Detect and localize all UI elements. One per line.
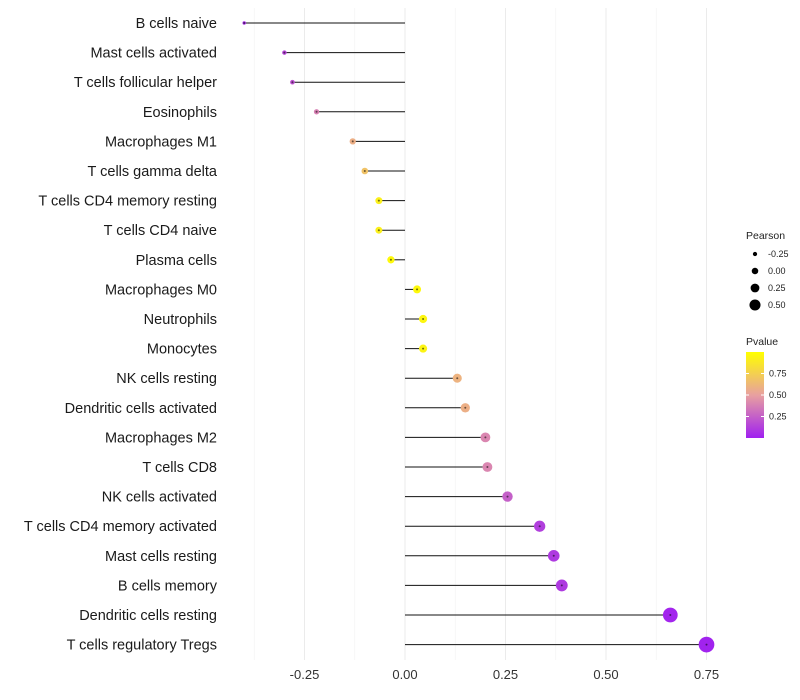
category-label: Plasma cells [136,253,217,269]
category-label: NK cells resting [116,371,217,387]
colorbar-label: 0.25 [769,412,787,422]
category-label: NK cells activated [102,490,217,506]
category-label: Macrophages M2 [105,430,217,446]
x-axis-tick-labels: -0.25 0.00 0.25 0.50 0.75 [290,667,719,682]
category-label: T cells CD4 memory activated [24,519,217,535]
category-label: T cells gamma delta [88,164,218,180]
size-legend-key [751,267,759,275]
lollipop-point-center [377,199,380,202]
pvalue-color-legend: Pvalue 0.25 0.50 0.75 [746,336,787,438]
category-label: T cells regulatory Tregs [67,638,217,654]
category-label: B cells memory [118,578,218,594]
lollipop-point-center [315,110,318,113]
lollipop-point-center [560,584,563,587]
category-label: T cells CD8 [142,460,217,476]
grid-lines [253,8,707,660]
lollipop-point-center [552,554,555,557]
size-legend-label: 0.25 [768,283,786,293]
lollipop-point-center [377,229,380,232]
lollipop-point-center [456,377,459,380]
category-label: Macrophages M1 [105,134,217,150]
lollipop-point-center [351,140,354,143]
lollipop-point-center [283,51,286,54]
category-label: Mast cells activated [90,46,217,62]
x-tick-label: -0.25 [290,667,320,682]
x-tick-label: 0.50 [593,667,618,682]
lollipop-point-center [389,258,392,261]
lollipop-point-center [705,643,708,646]
size-legend-label: -0.25 [768,249,789,259]
category-label: T cells follicular helper [74,75,217,91]
lollipop-point-center [422,347,425,350]
category-label: Macrophages M0 [105,282,217,298]
category-label: Monocytes [147,342,217,358]
category-label: T cells CD4 naive [104,223,217,239]
lollipop-point-center [363,170,366,172]
pearson-legend-title: Pearson [746,230,785,242]
category-label: Eosinophils [143,105,217,121]
colorbar-label: 0.75 [769,369,787,379]
x-tick-label: 0.00 [392,667,417,682]
lollipop-point-center [669,614,672,616]
size-legend-key [749,299,761,311]
lollipop-point-center [243,22,246,24]
size-legend-key [750,283,760,293]
lollipop-point-center [422,318,425,320]
lollipop-stems [244,22,707,646]
category-label: B cells naive [136,16,217,32]
lollipop-point-center [291,81,294,84]
category-label: Dendritic cells activated [65,401,217,417]
category-label: T cells CD4 memory resting [38,194,217,210]
category-label: Neutrophils [144,312,217,328]
lollipop-point-center [506,495,509,498]
x-tick-label: 0.75 [694,667,719,682]
x-tick-label: 0.25 [493,667,518,682]
size-legend-label: 0.00 [768,266,786,276]
size-legend-key [752,251,758,257]
lollipop-point-center [464,406,467,409]
lollipop-points [242,21,715,653]
lollipop-point-center [484,436,487,439]
pearson-size-legend: Pearson -0.25 0.00 0.25 0.50 [746,230,789,311]
lollipop-point-center [416,288,419,291]
colorbar-label: 0.50 [769,390,787,400]
category-labels: B cells naive Mast cells activated T cells… [24,16,218,654]
lollipop-point-center [486,466,489,468]
category-label: Mast cells resting [105,549,217,565]
pvalue-legend-title: Pvalue [746,336,778,348]
lollipop-point-center [538,525,541,528]
pvalue-colorbar [746,352,764,438]
category-label: Dendritic cells resting [79,608,217,624]
size-legend-label: 0.50 [768,300,786,310]
